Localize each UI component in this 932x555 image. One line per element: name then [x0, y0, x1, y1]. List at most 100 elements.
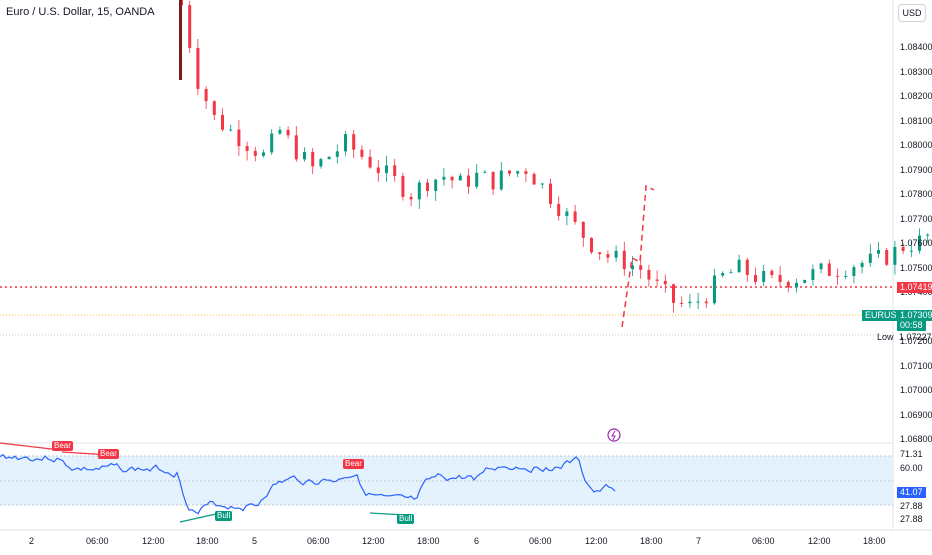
- candle-body: [901, 246, 905, 251]
- lightning-icon: [611, 430, 616, 441]
- time-tick-label: 7: [696, 536, 702, 546]
- price-tick-label: 1.07600: [900, 238, 932, 248]
- chart-title: Euro / U.S. Dollar, 15, OANDA: [6, 6, 155, 18]
- bear-label: Bear: [343, 459, 364, 469]
- candle-body: [680, 302, 684, 304]
- candle-body: [532, 173, 536, 185]
- time-tick-label: 06:00: [529, 536, 552, 546]
- candle-body: [434, 179, 438, 191]
- time-tick-label: 18:00: [417, 536, 440, 546]
- candle-body: [270, 133, 274, 153]
- candle-body: [918, 235, 921, 251]
- candle-body: [860, 262, 864, 268]
- candle-body: [467, 175, 470, 187]
- candle-body: [368, 156, 372, 168]
- candle-body: [565, 211, 569, 217]
- currency-button[interactable]: USD: [898, 4, 926, 22]
- price-tick-label: 1.07900: [900, 164, 932, 175]
- candle-body: [606, 254, 610, 258]
- candle-body: [737, 259, 741, 273]
- candle-body: [762, 270, 766, 282]
- price-tick-label: 1.08400: [900, 42, 932, 52]
- rsi-level-min: 27.88: [900, 514, 923, 524]
- symbol-badge: EURUSD: [862, 310, 907, 321]
- candle-body: [926, 234, 930, 236]
- price-tick-label: 1.06900: [900, 409, 932, 420]
- candle-body: [458, 175, 462, 181]
- time-tick-label: 06:00: [86, 536, 109, 546]
- candle-body: [770, 270, 774, 275]
- low-label: Low: [877, 332, 894, 342]
- candle-body: [581, 221, 585, 238]
- candle-body: [229, 129, 233, 131]
- candle-body: [590, 237, 593, 253]
- candle-body: [655, 279, 659, 281]
- candle-body: [614, 250, 618, 258]
- candle-body: [311, 151, 315, 167]
- candle-body: [909, 250, 913, 252]
- candle-body: [319, 159, 323, 167]
- candle-body: [204, 88, 208, 102]
- candle-body: [344, 134, 347, 152]
- candle-body: [811, 269, 815, 280]
- candle-body: [745, 259, 749, 276]
- candle-body: [819, 263, 823, 270]
- rsi-level-mid: 60.00: [900, 463, 923, 473]
- candle-body: [442, 176, 446, 180]
- candle-body: [868, 253, 872, 263]
- time-tick-label: 12:00: [142, 536, 165, 546]
- candle-body: [688, 301, 692, 304]
- candle-body: [499, 170, 503, 190]
- candle-body: [549, 183, 552, 204]
- bull-label: Bull: [397, 514, 415, 524]
- rsi-level-upper: 71.31: [900, 449, 923, 459]
- candle-body: [483, 171, 487, 173]
- candle-body: [893, 246, 897, 265]
- price-tick-label: 1.07100: [900, 360, 932, 371]
- candle-body: [426, 182, 429, 191]
- candle-body: [188, 5, 192, 48]
- time-tick-label: 06:00: [752, 536, 775, 546]
- time-tick-label: 06:00: [307, 536, 330, 546]
- time-tick-label: 18:00: [640, 536, 663, 546]
- candle-body: [245, 146, 249, 151]
- price-tick-label: 1.07200: [900, 336, 932, 346]
- candle-body: [179, 0, 182, 80]
- low-value: 1.07227: [899, 332, 932, 342]
- candle-body: [598, 252, 602, 255]
- candle-body: [729, 272, 733, 274]
- candle-body: [827, 263, 831, 276]
- candle-body: [639, 265, 643, 270]
- candle-body: [417, 182, 421, 200]
- bear-label: Bear: [98, 449, 119, 459]
- candle-body: [877, 250, 880, 254]
- candle-body: [803, 279, 807, 283]
- time-tick-label: 12:00: [808, 536, 831, 546]
- candle-body: [885, 250, 889, 265]
- candle-body: [647, 269, 651, 280]
- resistance-price-badge: 1.07419: [897, 282, 932, 293]
- bull-label: Bull: [215, 511, 233, 521]
- candle-body: [335, 151, 339, 157]
- time-tick-label: 6: [474, 536, 480, 546]
- candle-body: [713, 275, 716, 304]
- candle-body: [516, 171, 520, 174]
- candle-body: [557, 203, 561, 217]
- candle-body: [303, 151, 306, 160]
- candle-body: [844, 275, 848, 277]
- candle-body: [253, 150, 257, 156]
- candle-body: [221, 115, 224, 130]
- candle-body: [786, 282, 790, 288]
- candle-body: [573, 211, 577, 222]
- candle-body: [278, 129, 282, 134]
- candle-body: [524, 171, 528, 174]
- time-tick-label: 12:00: [585, 536, 608, 546]
- time-tick-label: 5: [252, 536, 258, 546]
- candle-body: [212, 101, 216, 116]
- candle-body: [540, 183, 544, 185]
- candle-body: [294, 135, 298, 160]
- candle-body: [508, 170, 511, 174]
- rsi-value-badge: 41.07: [897, 487, 926, 498]
